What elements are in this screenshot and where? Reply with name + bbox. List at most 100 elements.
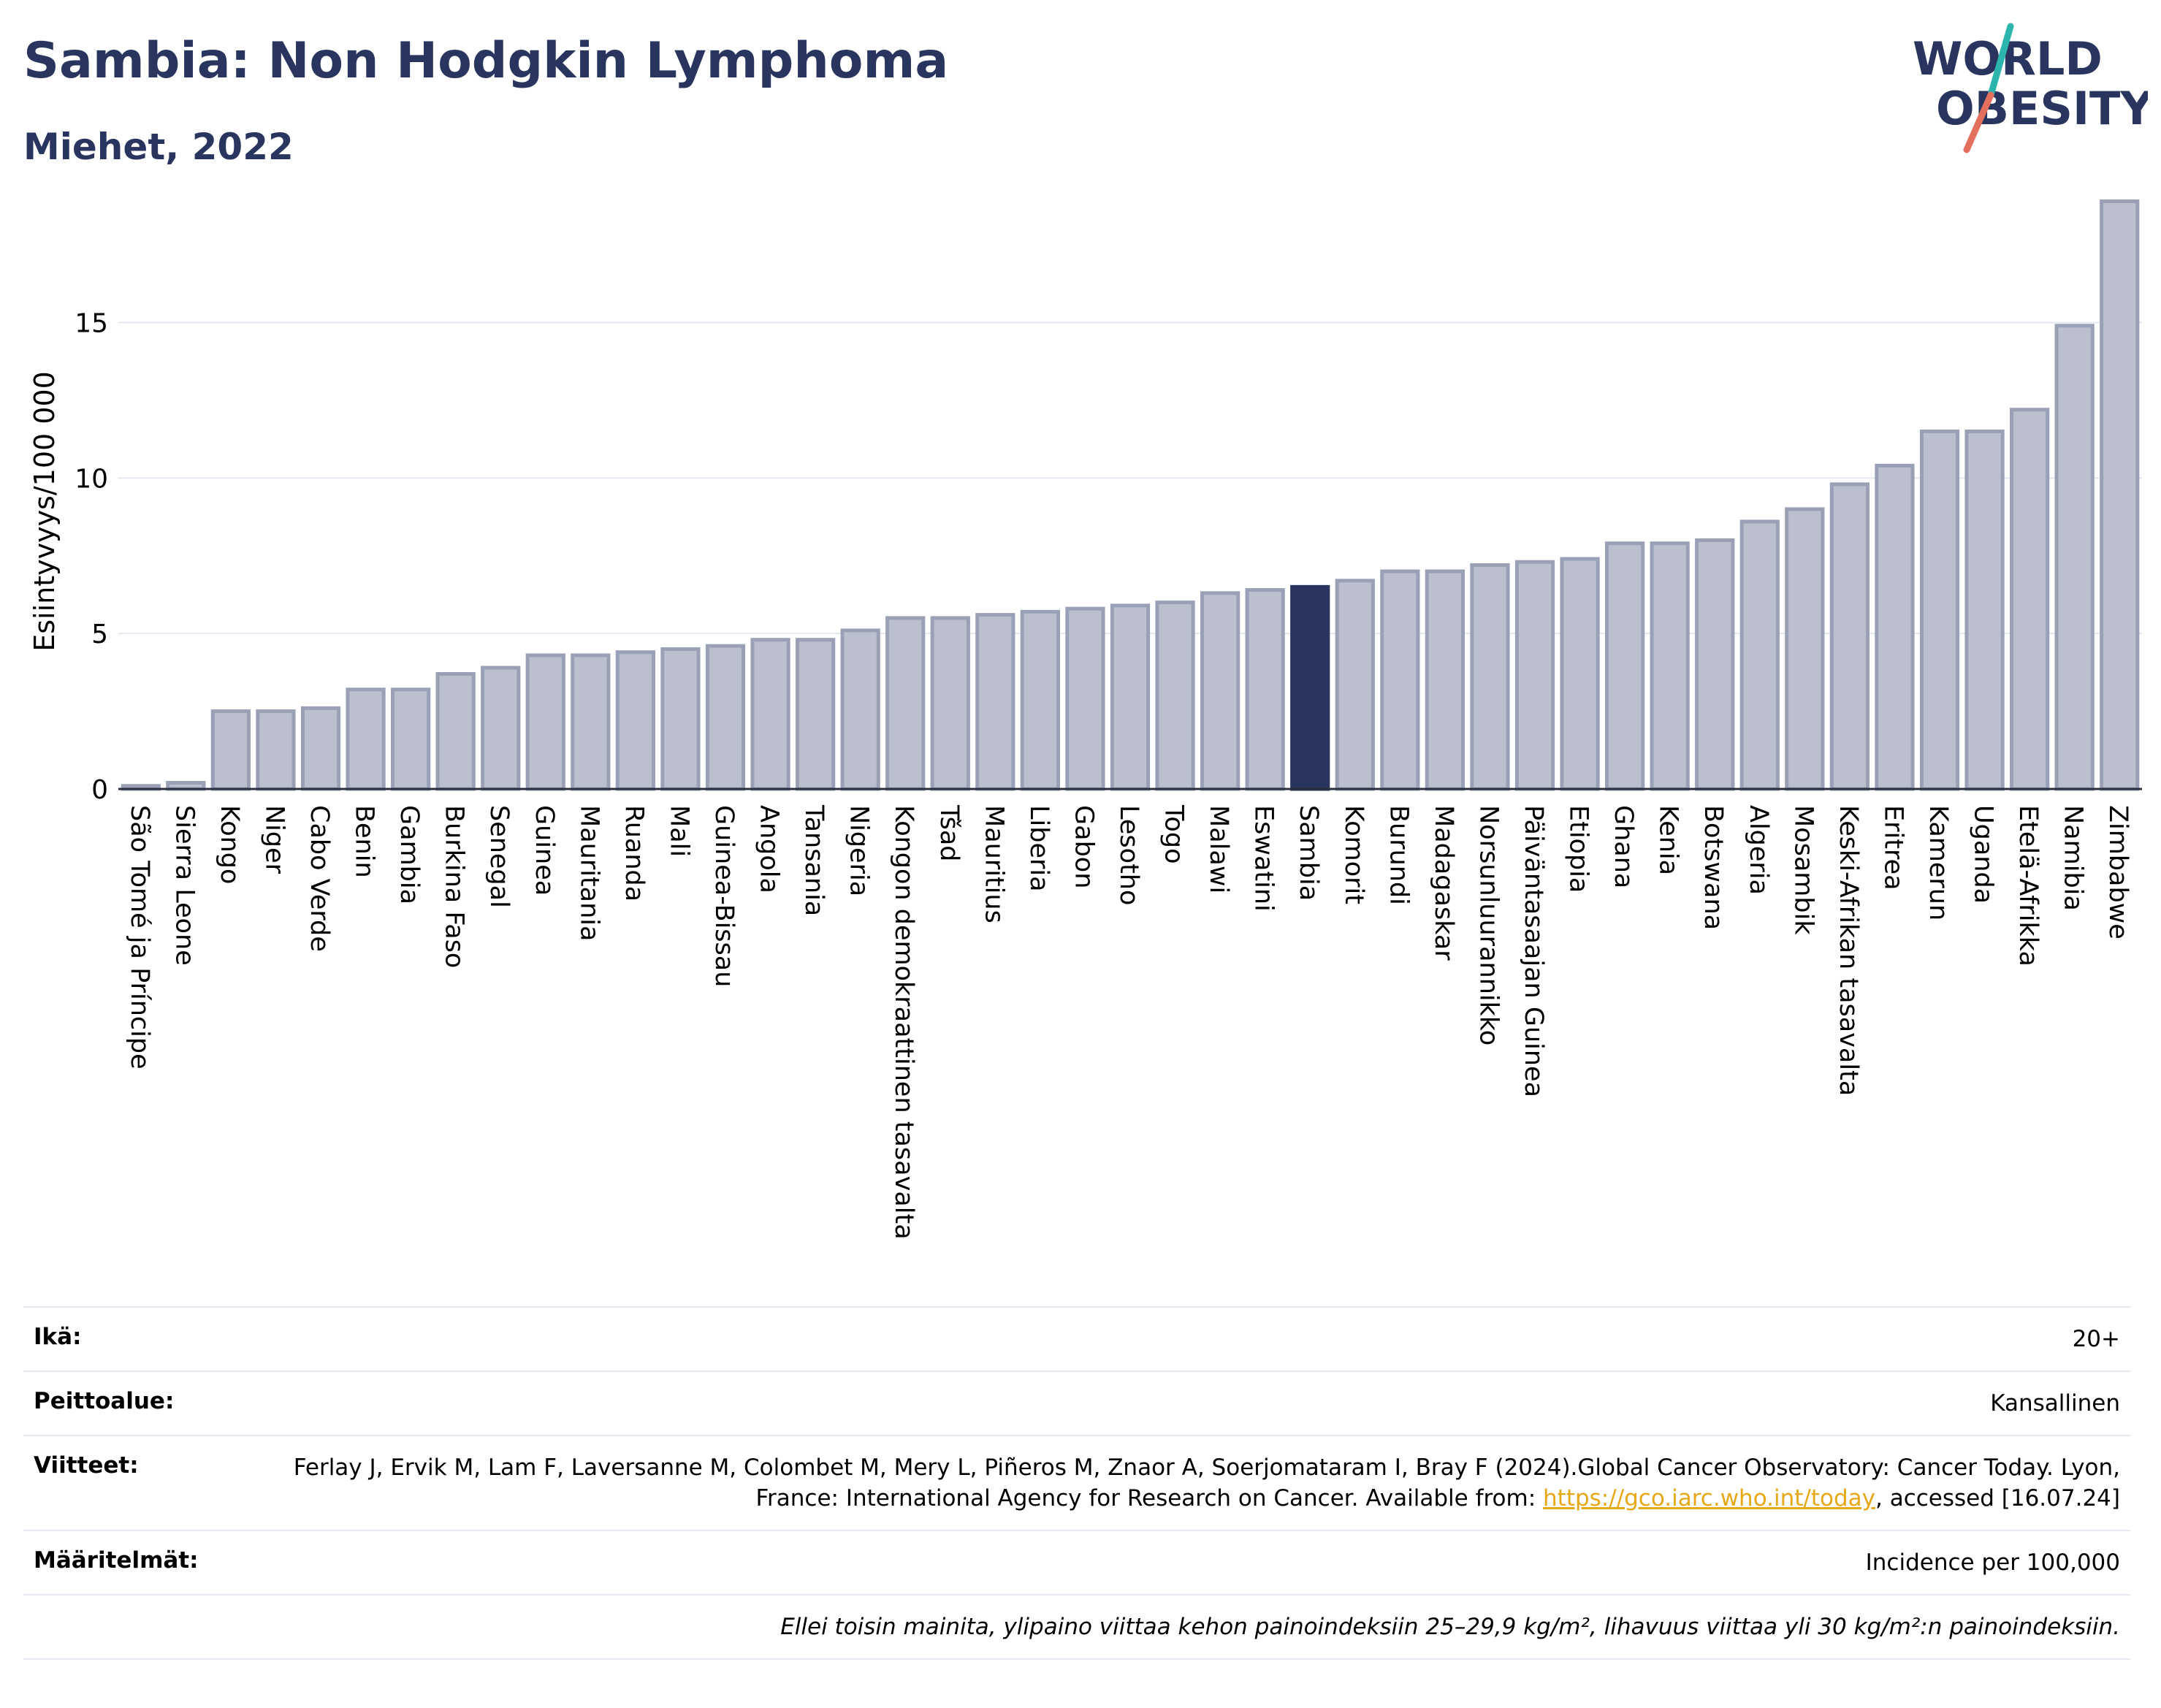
x-tick-label: Mauritania	[574, 805, 603, 941]
x-tick-label: Komorit	[1339, 805, 1368, 904]
info-row-age: Ikä: 20+	[23, 1306, 2130, 1370]
bar-keski-afrikan-tasavalta[interactable]	[1829, 482, 1870, 791]
bar-malawi[interactable]	[1200, 591, 1240, 791]
bar-eritrea[interactable]	[1875, 463, 1915, 791]
bar-zimbabwe[interactable]	[2100, 199, 2140, 791]
x-tick-label: Tansania	[799, 804, 828, 916]
bar-madagaskar[interactable]	[1425, 569, 1466, 791]
bar-kenia[interactable]	[1650, 541, 1690, 791]
y-tick-labels: 0 5 10 15	[75, 309, 108, 805]
bar-ghana[interactable]	[1604, 541, 1645, 791]
bar-gabon[interactable]	[1065, 606, 1105, 791]
bar-etiopia[interactable]	[1560, 557, 1600, 791]
y-tick-label: 15	[75, 309, 108, 339]
info-label-age: Ikä:	[34, 1324, 82, 1350]
x-tick-label: Sambia	[1294, 805, 1323, 901]
bar-burundi[interactable]	[1380, 569, 1420, 791]
x-tick-label: Malawi	[1204, 805, 1233, 893]
bar-kamerun[interactable]	[1919, 430, 1960, 791]
world-obesity-logo: WORLD OBESITY	[1913, 23, 2148, 153]
bar-norsunluurannikko[interactable]	[1470, 563, 1510, 791]
bar-benin[interactable]	[346, 687, 386, 791]
x-tick-label: Namibia	[2059, 805, 2088, 911]
bar-etel-afrikka[interactable]	[2009, 408, 2050, 791]
info-value-definitions: Incidence per 100,000	[1865, 1549, 2120, 1576]
info-table: Ikä: 20+ Peittoalue: Kansallinen Viittee…	[23, 1306, 2130, 1660]
bar-kongon-demokraattinen-tasavalta[interactable]	[885, 616, 926, 791]
y-tick-label: 5	[91, 619, 108, 649]
y-tick-label: 10	[75, 464, 108, 494]
x-tick-label: Togo	[1159, 804, 1189, 863]
x-tick-label: Gabon	[1069, 805, 1098, 888]
x-tick-label: Lesotho	[1114, 805, 1143, 905]
bar-gambia[interactable]	[390, 687, 431, 791]
x-tick-label: Uganda	[1969, 805, 1998, 904]
bar-togo[interactable]	[1155, 601, 1195, 791]
bar-botswana[interactable]	[1695, 538, 1735, 791]
x-tick-label: Guinea-Bissau	[709, 805, 739, 987]
x-tick-label: São Tomé ja Príncipe	[125, 805, 154, 1070]
bars	[118, 199, 2142, 791]
x-tick-label: Burkina Faso	[440, 805, 469, 968]
x-tick-label: Eswatini	[1249, 805, 1278, 912]
chart-subtitle: Miehet, 2022	[23, 126, 294, 168]
bar-namibia[interactable]	[2054, 324, 2095, 791]
bar-guinea-bissau[interactable]	[705, 644, 746, 791]
x-tick-label: Norsunluurannikko	[1474, 805, 1503, 1045]
info-row-coverage: Peittoalue: Kansallinen	[23, 1370, 2130, 1435]
bar-lesotho[interactable]	[1110, 603, 1151, 791]
x-tick-label: Botswana	[1699, 805, 1728, 930]
x-tick-label: Eritrea	[1878, 805, 1907, 891]
x-tick-label: Ruanda	[620, 805, 649, 901]
bar-algeria[interactable]	[1739, 519, 1780, 791]
bar-cabo-verde[interactable]	[300, 706, 341, 791]
bar-liberia[interactable]	[1020, 609, 1061, 791]
bar-eswatini[interactable]	[1245, 588, 1285, 791]
x-tick-label: Burundi	[1384, 805, 1413, 905]
x-tick-label: Ghana	[1609, 805, 1638, 888]
x-tick-label: Etiopia	[1564, 805, 1593, 893]
bar-angola[interactable]	[750, 638, 790, 791]
bar-senegal[interactable]	[481, 666, 521, 791]
bar-t-ad[interactable]	[930, 616, 970, 791]
x-tick-label: Sierra Leone	[169, 805, 199, 966]
bar-mosambik[interactable]	[1785, 507, 1825, 791]
info-label-references: Viitteet:	[34, 1452, 139, 1479]
bar-guinea[interactable]	[525, 653, 565, 791]
bar-chart: 0 5 10 15 São Tomé ja Príncipe Sierra Leone K…	[28, 199, 2142, 1240]
x-tick-label: Angola	[755, 805, 784, 893]
info-row-definitions: Määritelmät: Incidence per 100,000	[23, 1530, 2130, 1594]
x-tick-label: Algeria	[1744, 805, 1773, 895]
x-tick-label: Cabo Verde	[305, 805, 334, 952]
bar-komorit[interactable]	[1335, 579, 1375, 791]
bar-ruanda[interactable]	[615, 650, 656, 791]
bar-kongo[interactable]	[210, 709, 251, 791]
x-tick-label: Päiväntasaajan Guinea	[1519, 805, 1548, 1097]
info-label-definitions: Määritelmät:	[34, 1547, 199, 1574]
x-tick-label: Tšad	[934, 804, 964, 862]
x-tick-label: Gambia	[395, 805, 424, 904]
x-tick-label: Senegal	[484, 805, 514, 908]
bar-niger[interactable]	[256, 709, 296, 791]
x-tick-label: Mali	[664, 805, 693, 857]
x-tick-labels: São Tomé ja Príncipe Sierra Leone Kongo Nig…	[125, 804, 2133, 1240]
bar-tansania[interactable]	[795, 638, 836, 791]
bar-nigeria[interactable]	[840, 628, 880, 791]
bar-mauritius[interactable]	[975, 613, 1015, 791]
y-axis-label: Esiintyvyys/100 000	[28, 371, 61, 652]
info-note: Ellei toisin mainita, ylipaino viittaa k…	[780, 1614, 2120, 1640]
x-tick-label: Nigeria	[845, 805, 874, 896]
reference-link[interactable]: https://gco.iarc.who.int/today	[1543, 1485, 1875, 1511]
bar-mali[interactable]	[660, 647, 701, 791]
info-value-coverage: Kansallinen	[1990, 1390, 2120, 1417]
bar-uganda[interactable]	[1964, 430, 2005, 791]
x-tick-label: Kongon demokraattinen tasavalta	[889, 805, 918, 1240]
chart-title: Sambia: Non Hodgkin Lymphoma	[23, 32, 949, 90]
bar-sambia[interactable]	[1290, 584, 1330, 791]
x-tick-label: Madagaskar	[1429, 805, 1458, 961]
reference-text: Ferlay J, Ervik M, Lam F, Laversanne M, …	[293, 1455, 2120, 1511]
bar-burkina-faso[interactable]	[435, 672, 476, 791]
bar-mauritania[interactable]	[571, 653, 611, 791]
bar-p-iv-ntasaajan-guinea[interactable]	[1514, 560, 1555, 791]
logo-slash-red	[1963, 91, 1994, 153]
